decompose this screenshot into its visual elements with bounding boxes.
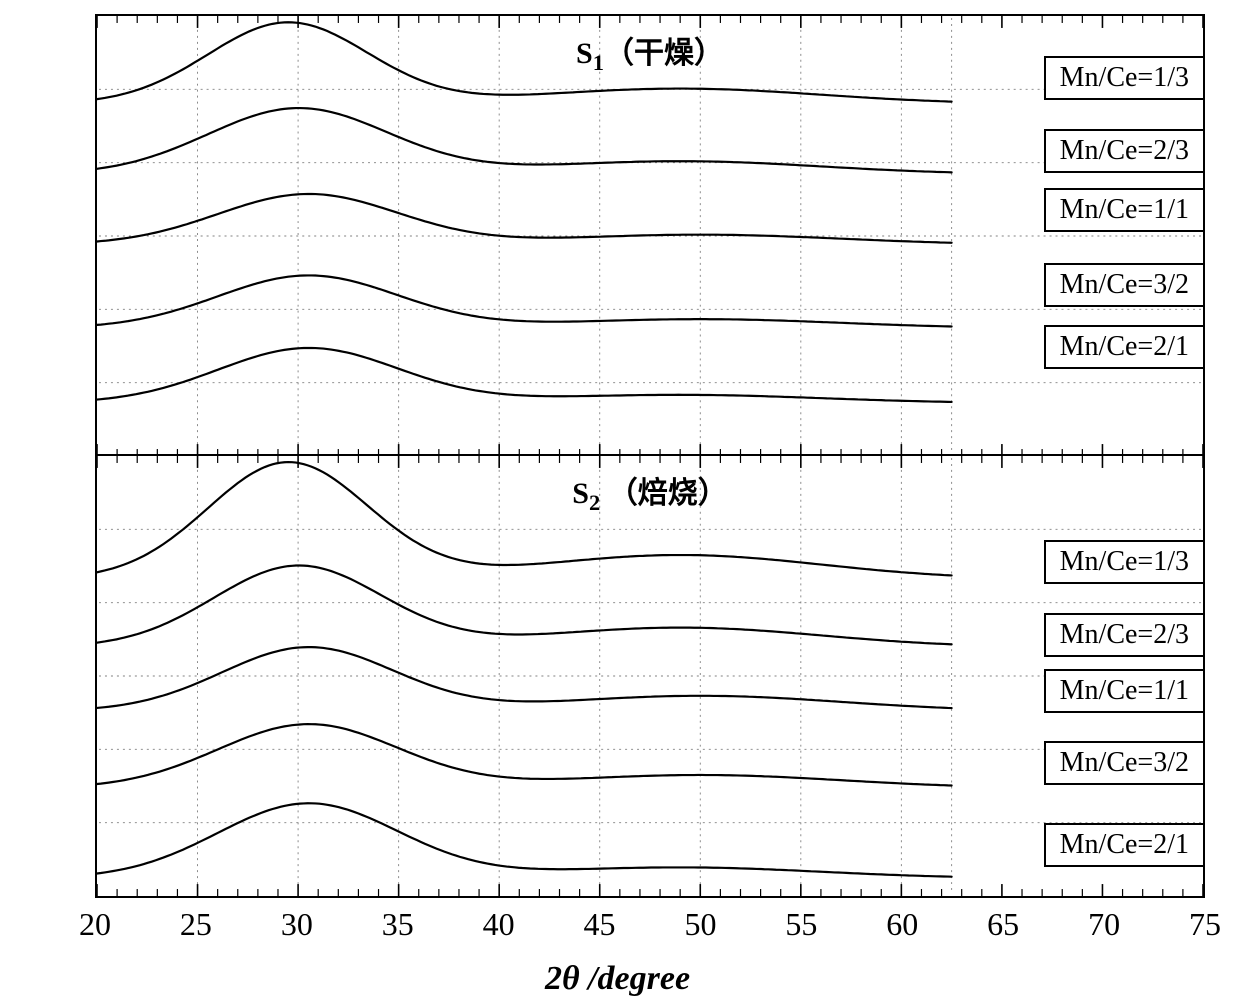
xtick-label: 70 (1088, 906, 1120, 943)
xtick-label: 35 (382, 906, 414, 943)
series-label: Mn/Ce=1/3 (1044, 540, 1205, 584)
xtick-label: 40 (483, 906, 515, 943)
series-label: Mn/Ce=1/1 (1044, 669, 1205, 713)
xtick-label: 30 (281, 906, 313, 943)
series-label: Mn/Ce=2/3 (1044, 613, 1205, 657)
series-label: Mn/Ce=1/1 (1044, 188, 1205, 232)
xtick-label: 60 (886, 906, 918, 943)
plot-area: S1（干燥） S2 （焙烧） Mn/Ce=1/3 Mn/Ce=2/3 Mn/Ce=1… (95, 14, 1205, 898)
x-axis-ticks: 202530354045505560657075 (95, 898, 1205, 958)
xtick-label: 25 (180, 906, 212, 943)
series-label: Mn/Ce=3/2 (1044, 741, 1205, 785)
panel-title-s2: S2 （焙烧） (572, 468, 727, 516)
series-label: Mn/Ce=2/1 (1044, 823, 1205, 867)
panel-title-s1: S1（干燥） (576, 28, 724, 76)
x-axis-label: 2θ /degree (545, 960, 690, 998)
xtick-label: 65 (987, 906, 1019, 943)
xtick-label: 75 (1189, 906, 1221, 943)
series-label: Mn/Ce=2/1 (1044, 325, 1205, 369)
series-label: Mn/Ce=1/3 (1044, 56, 1205, 100)
xtick-label: 55 (785, 906, 817, 943)
series-label: Mn/Ce=2/3 (1044, 129, 1205, 173)
panel-s2: S2 （焙烧） (97, 456, 1203, 896)
xtick-label: 50 (684, 906, 716, 943)
xrd-figure: Intensity /a. u. 2θ /degree S1（干燥） S2 （焙… (0, 0, 1235, 1006)
series-label: Mn/Ce=3/2 (1044, 263, 1205, 307)
xtick-label: 20 (79, 906, 111, 943)
xtick-label: 45 (584, 906, 616, 943)
panel-s1: S1（干燥） (97, 16, 1203, 456)
